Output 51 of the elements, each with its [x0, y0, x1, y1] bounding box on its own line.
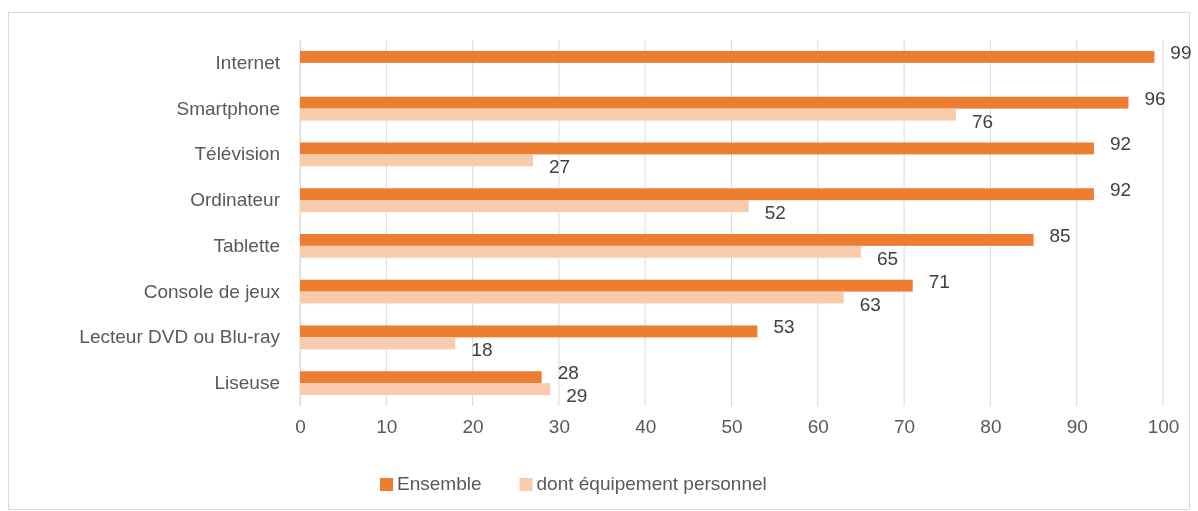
data-label: 27: [549, 156, 571, 178]
y-tick-label: Tablette: [213, 234, 280, 256]
bar: [300, 200, 749, 213]
x-tick-label: 20: [462, 416, 484, 438]
bar: [300, 371, 542, 384]
data-label: 53: [773, 316, 795, 338]
bar: [300, 325, 758, 338]
bar: [300, 279, 913, 292]
y-tick-label: Télévision: [194, 143, 280, 165]
x-tick-label: 10: [376, 416, 398, 438]
x-tick-label: 50: [721, 416, 743, 438]
x-tick-label: 100: [1147, 416, 1180, 438]
bar: [300, 108, 956, 121]
x-tick-label: 40: [635, 416, 657, 438]
data-label: 76: [971, 110, 994, 132]
bar: [300, 291, 844, 304]
data-label: 92: [1109, 133, 1132, 155]
y-tick-label: Liseuse: [214, 372, 280, 394]
y-tick-label: Smartphone: [176, 97, 280, 119]
data-label: 92: [1109, 179, 1132, 201]
data-label: 85: [1049, 224, 1071, 246]
bar: [300, 233, 1034, 246]
bar: [300, 142, 1094, 155]
y-tick-label: Internet: [215, 51, 281, 73]
data-label: 71: [928, 270, 950, 292]
bar: [300, 337, 456, 350]
x-tick-label: 70: [894, 416, 916, 438]
x-tick-label: 0: [295, 416, 306, 438]
x-tick-label: 90: [1066, 416, 1088, 438]
x-tick-label: 80: [980, 416, 1002, 438]
data-label: 52: [764, 202, 786, 224]
x-tick-label: 30: [548, 416, 570, 438]
y-tick-label: Console de jeux: [143, 280, 281, 302]
x-tick-label: 60: [807, 416, 829, 438]
bar: [300, 154, 534, 167]
bar: [300, 245, 861, 258]
bar: [300, 383, 551, 396]
data-label: 29: [566, 385, 588, 407]
y-tick-label: Ordinateur: [190, 189, 281, 211]
data-label: 65: [876, 247, 899, 269]
data-label: 63: [859, 293, 881, 315]
data-label: 18: [471, 339, 493, 361]
data-label: 96: [1144, 87, 1166, 109]
bar: [300, 188, 1094, 201]
legend-label: Ensemble: [397, 473, 482, 495]
data-label: 28: [557, 362, 579, 384]
y-tick-label: Lecteur DVD ou Blu-ray: [79, 326, 281, 348]
legend-label: dont équipement personnel: [536, 473, 767, 495]
data-label: 99: [1170, 41, 1192, 63]
bar: [300, 96, 1129, 109]
bar: [300, 50, 1155, 63]
